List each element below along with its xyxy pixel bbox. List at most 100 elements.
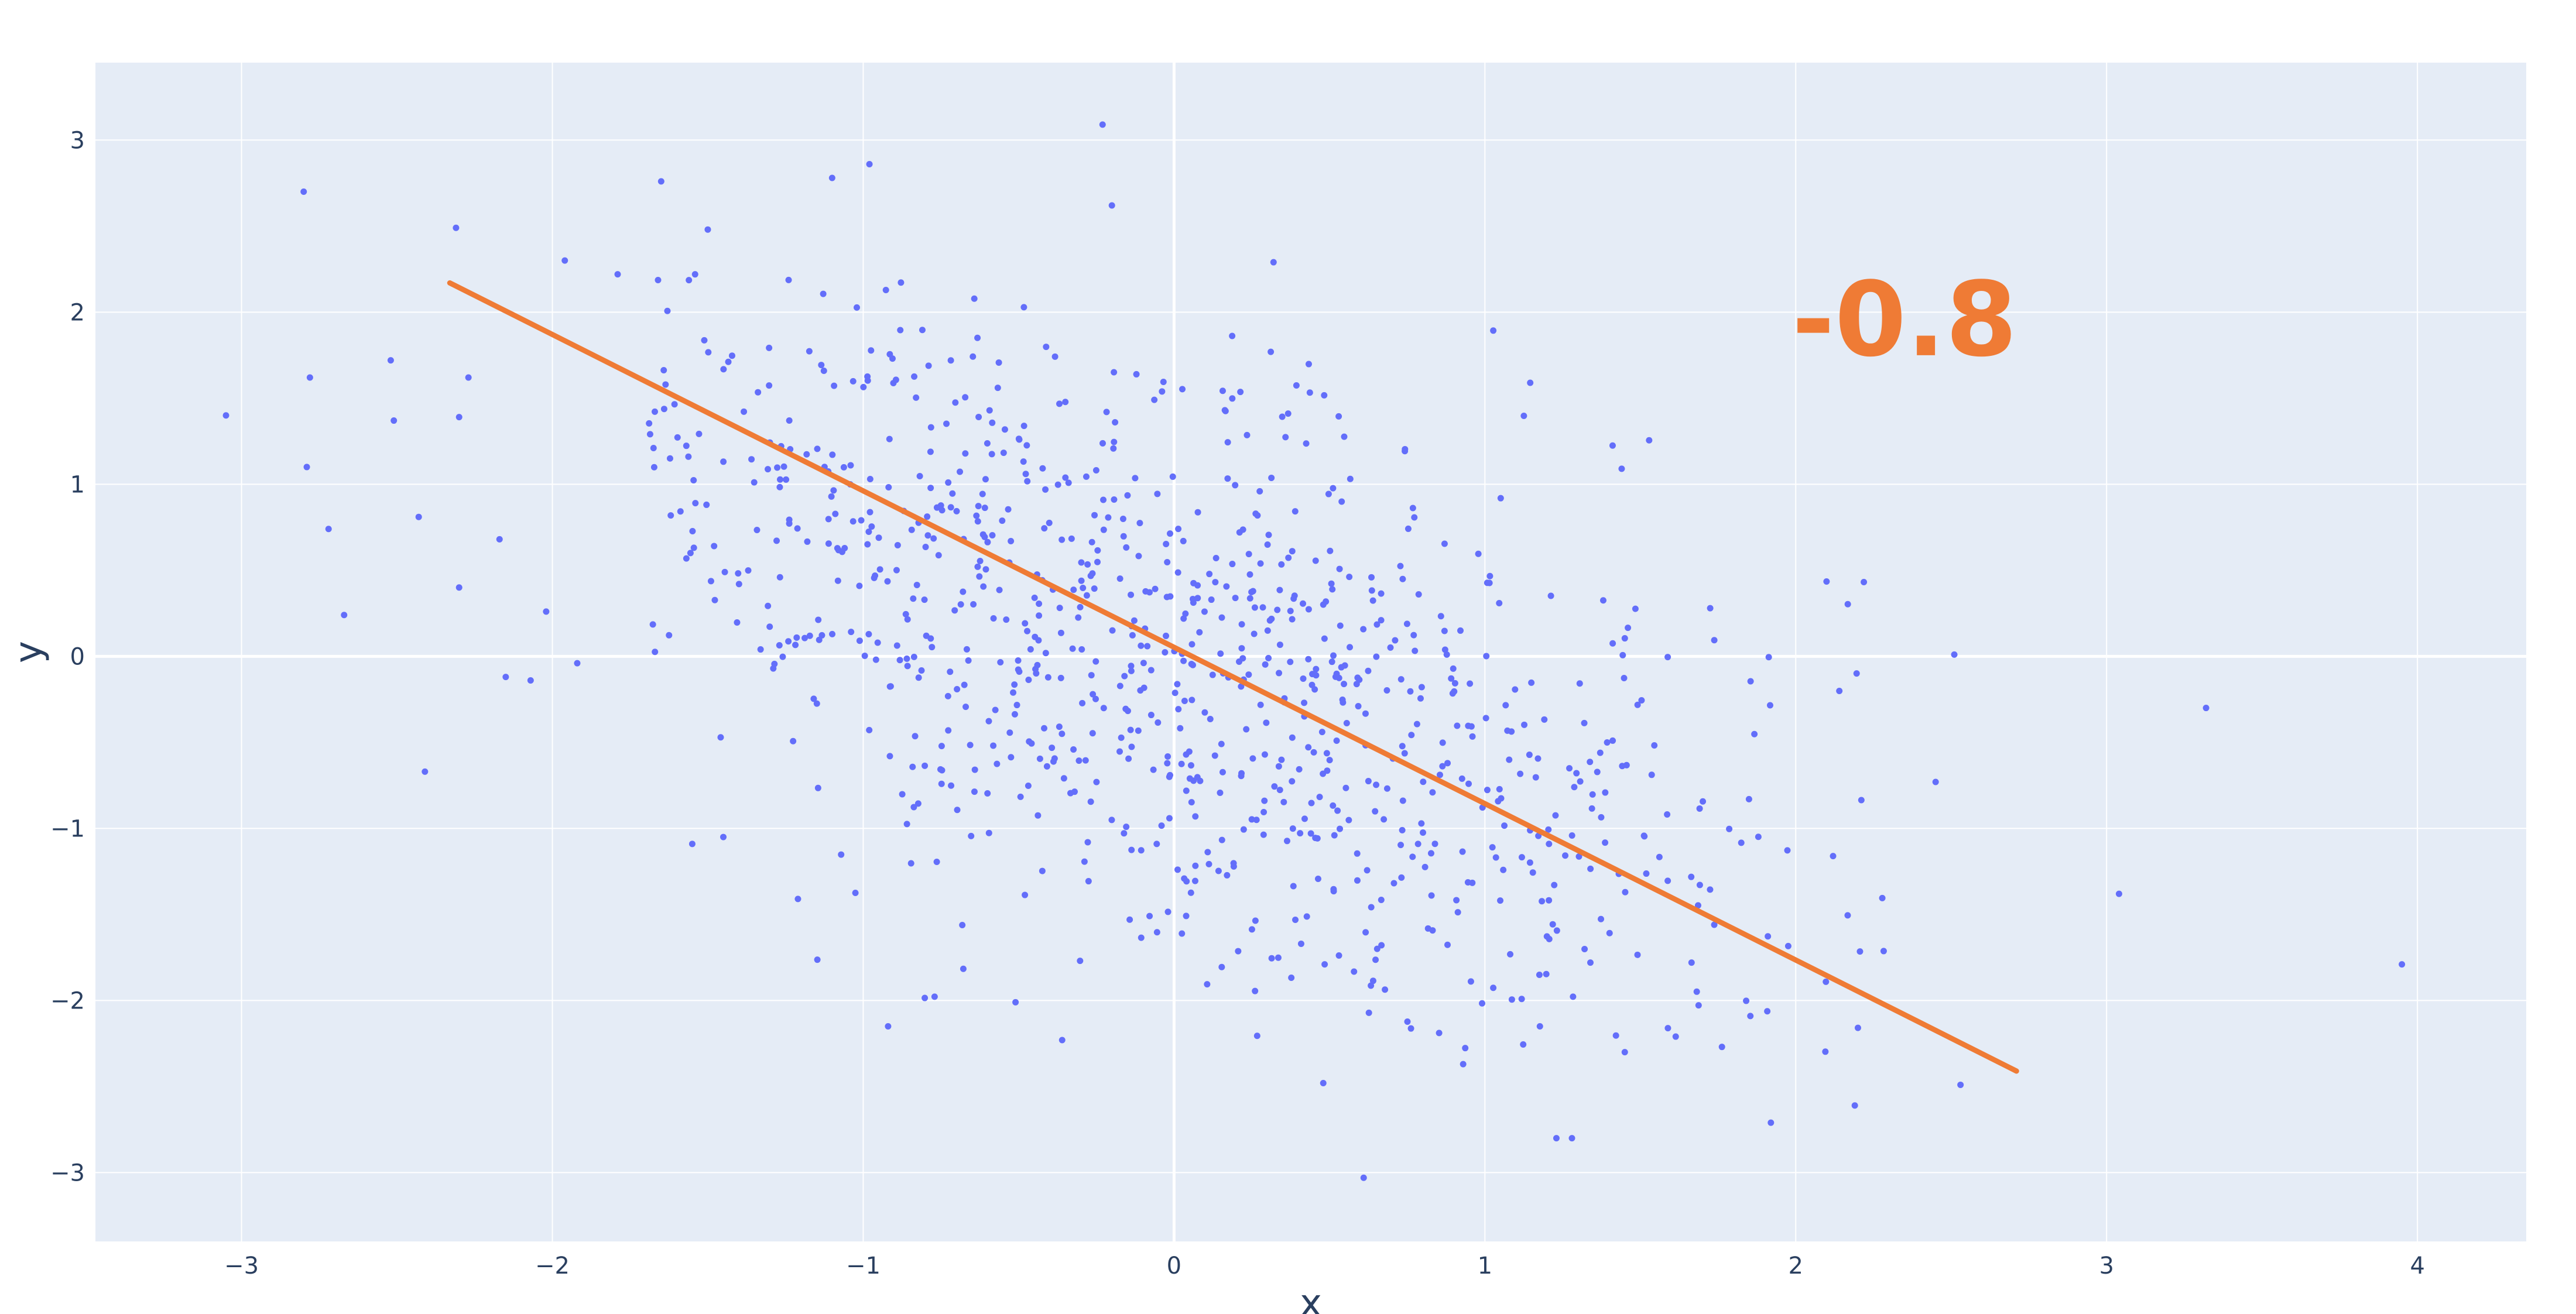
scatter-point: [864, 377, 871, 384]
scatter-point: [1618, 465, 1625, 472]
scatter-point: [937, 766, 944, 773]
scatter-point: [1621, 674, 1628, 681]
scatter-point: [1602, 839, 1609, 846]
scatter-point: [1313, 665, 1320, 673]
scatter-point: [1290, 595, 1297, 602]
scatter-point: [935, 552, 942, 559]
scatter-point: [1427, 850, 1434, 857]
scatter-point: [1150, 766, 1157, 773]
scatter-point: [1321, 961, 1328, 968]
scatter-point: [1116, 682, 1123, 689]
scatter-point: [1415, 591, 1422, 598]
scatter-point: [748, 456, 755, 463]
scatter-point: [1005, 506, 1012, 513]
scatter-point: [1146, 912, 1153, 920]
scatter-point: [1211, 752, 1218, 759]
scatter-point: [1765, 933, 1772, 940]
scatter-point: [1109, 627, 1116, 634]
scatter-point: [1369, 977, 1376, 984]
scatter-point: [1246, 571, 1253, 578]
scatter-point: [856, 582, 863, 589]
scatter-point: [1181, 698, 1188, 705]
scatter-point: [735, 581, 742, 588]
scatter-point: [1276, 641, 1283, 649]
scatter-point: [1738, 839, 1745, 846]
scatter-point: [1077, 958, 1084, 965]
scatter-point: [1090, 691, 1097, 698]
scatter-point: [1174, 569, 1181, 576]
scatter-points: [222, 121, 2406, 1181]
scatter-point: [1413, 721, 1420, 728]
scatter-point: [919, 327, 926, 334]
scatter-point: [1587, 959, 1594, 966]
scatter-point: [985, 718, 992, 725]
scatter-point: [1879, 894, 1886, 901]
scatter-point: [1634, 951, 1641, 958]
scatter-point: [1497, 495, 1504, 502]
scatter-point: [1408, 732, 1415, 739]
scatter-point: [527, 677, 534, 684]
scatter-point: [974, 334, 981, 341]
scatter-point: [1268, 615, 1275, 622]
scatter-point: [455, 414, 463, 421]
scatter-point: [912, 733, 919, 740]
scatter-point: [965, 657, 972, 664]
scatter-point: [1520, 413, 1527, 420]
scatter-point: [1646, 437, 1653, 444]
scatter-point: [1527, 379, 1534, 386]
correlation-annotation: -0.8: [1792, 260, 2017, 380]
x-tick-label: −3: [224, 1253, 259, 1279]
scatter-point: [974, 563, 981, 570]
scatter-point: [701, 337, 708, 344]
scatter-point: [1439, 739, 1446, 746]
scatter-point: [1449, 690, 1456, 697]
scatter-point: [1301, 815, 1308, 822]
scatter-point: [1088, 538, 1095, 546]
scatter-point: [985, 829, 992, 836]
scatter-point: [1232, 482, 1239, 489]
scatter-point: [1360, 626, 1367, 633]
scatter-point: [1183, 751, 1190, 758]
scatter-point: [1823, 578, 1830, 585]
scatter-point: [1022, 891, 1029, 898]
scatter-point: [999, 517, 1006, 524]
scatter-point: [876, 566, 883, 573]
scatter-point: [1546, 840, 1553, 848]
scatter-point: [828, 493, 835, 500]
scatter-point: [1337, 622, 1344, 629]
scatter-point: [1483, 653, 1490, 660]
plot-background: [95, 63, 2526, 1241]
scatter-point: [1144, 643, 1151, 650]
scatter-point: [1128, 743, 1135, 750]
scatter-point: [982, 566, 989, 573]
scatter-point: [1274, 606, 1281, 613]
scatter-point: [1306, 389, 1313, 396]
scatter-point: [1392, 637, 1399, 644]
scatter-point: [971, 766, 978, 773]
scatter-point: [1191, 877, 1198, 884]
scatter-point: [1218, 740, 1225, 747]
scatter-point: [1054, 481, 1061, 488]
scatter-point: [856, 637, 863, 644]
scatter-point: [1856, 948, 1864, 955]
scatter-point: [1381, 816, 1388, 823]
scatter-point: [915, 674, 922, 681]
scatter-point: [924, 532, 931, 539]
scatter-point: [696, 430, 703, 437]
scatter-point: [1707, 886, 1714, 893]
scatter-point: [1128, 846, 1135, 853]
scatter-point: [1448, 675, 1455, 682]
scatter-point: [1465, 780, 1472, 787]
scatter-point: [904, 663, 911, 670]
scatter-point: [1606, 929, 1613, 936]
scatter-point: [1249, 755, 1256, 762]
scatter-point: [1208, 596, 1215, 603]
scatter-point: [810, 695, 817, 702]
scatter-point: [1643, 870, 1650, 877]
scatter-point: [854, 304, 861, 311]
scatter-point: [921, 596, 928, 603]
scatter-point: [496, 536, 503, 543]
scatter-point: [1075, 757, 1083, 764]
scatter-point: [725, 358, 732, 365]
scatter-point: [1245, 671, 1252, 678]
